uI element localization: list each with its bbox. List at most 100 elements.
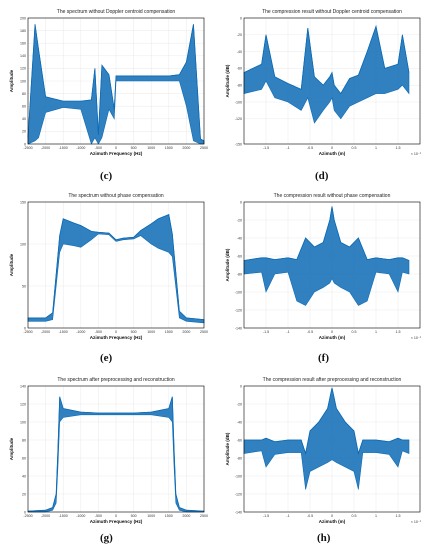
caption-c: (c) — [100, 170, 113, 182]
y-tick-label: -150 — [235, 142, 242, 146]
y-axis-label: Amplitude — [9, 437, 14, 460]
y-tick-label: 20 — [22, 492, 26, 496]
chart-c: The spectrum without Doppler centroid co… — [9, 9, 208, 156]
y-tick-label: -80 — [237, 272, 242, 276]
x-tick-label: -1500 — [59, 330, 68, 334]
plot-frame — [243, 385, 421, 513]
x-axis-label: Azimuth Frequency (Hz) — [90, 519, 143, 524]
chart-title: The compression result after preprocessi… — [263, 377, 402, 383]
x-tick-label: 0 — [115, 146, 117, 150]
y-tick-label: 60 — [22, 456, 26, 460]
series-line — [27, 396, 205, 512]
x-tick-label: 500 — [131, 514, 137, 518]
x-tick-label: 1.5 — [396, 514, 401, 518]
x-tick-label: 0 — [115, 330, 117, 334]
x-tick-label: 2500 — [200, 146, 208, 150]
x-tick-label: 0 — [331, 514, 333, 518]
y-tick-label: -120 — [235, 308, 242, 312]
y-axis-label: Amplitude (dB) — [225, 248, 230, 281]
x-axis-exponent: × 10⁻¹ — [411, 152, 422, 156]
series-line — [244, 387, 409, 456]
series-envelope — [243, 25, 410, 124]
chart-title: The spectrum without Doppler centroid co… — [57, 9, 176, 15]
x-tick-label: -0.5 — [307, 330, 313, 334]
panel-g: The spectrum after preprocessing and rec… — [4, 374, 214, 524]
chart-d: The compression result without Doppler c… — [225, 9, 422, 156]
x-tick-label: 0.5 — [352, 330, 357, 334]
x-tick-label: -2500 — [23, 330, 32, 334]
x-tick-label: 1500 — [165, 330, 173, 334]
x-axis-label: Azimuth Frequency (Hz) — [90, 151, 143, 156]
x-axis-label: Azimuth (m) — [319, 519, 346, 524]
x-tick-label: -1 — [286, 330, 289, 334]
x-tick-label: -1000 — [76, 146, 85, 150]
y-tick-label: -100 — [235, 474, 242, 478]
x-tick-label: -2000 — [41, 514, 50, 518]
y-tick-label: 140 — [20, 384, 26, 388]
y-tick-label: 0 — [240, 200, 242, 204]
x-tick-label: -1 — [286, 146, 289, 150]
x-axis-label: Azimuth Frequency (Hz) — [90, 335, 143, 340]
y-tick-label: 150 — [20, 200, 26, 204]
x-tick-label: -0.5 — [307, 146, 313, 150]
y-tick-label: 100 — [20, 79, 26, 83]
y-tick-label: -20 — [237, 218, 242, 222]
x-tick-label: -0.5 — [307, 514, 313, 518]
y-tick-label: 40 — [22, 474, 26, 478]
x-tick-label: 2000 — [182, 146, 190, 150]
panel-d: The compression result without Doppler c… — [220, 6, 430, 156]
y-tick-label: 0 — [24, 326, 26, 330]
y-tick-label: 0 — [240, 16, 242, 20]
x-tick-label: -1000 — [76, 514, 85, 518]
x-tick-label: 2000 — [182, 330, 190, 334]
y-tick-label: 140 — [20, 54, 26, 58]
x-tick-label: 1.5 — [396, 146, 401, 150]
y-tick-label: -20 — [237, 33, 242, 37]
chart-e: The spectrum without phase compensation -… — [9, 193, 208, 340]
chart-title: The compression result without phase com… — [274, 193, 391, 199]
plot-frame — [27, 201, 205, 329]
y-tick-label: -20 — [237, 402, 242, 406]
y-tick-label: -120 — [235, 117, 242, 121]
y-tick-label: -40 — [237, 50, 242, 54]
caption-g: (g) — [100, 532, 113, 544]
x-tick-label: 1.5 — [396, 330, 401, 334]
x-axis-exponent: × 10⁻¹ — [411, 336, 422, 340]
y-tick-label: -60 — [237, 254, 242, 258]
x-tick-label: -1500 — [59, 146, 68, 150]
x-tick-label: 1000 — [147, 514, 155, 518]
series-envelope — [243, 387, 410, 490]
x-tick-label: 2000 — [182, 514, 190, 518]
plot-frame — [27, 17, 205, 145]
series-line — [27, 24, 205, 142]
x-tick-label: 2500 — [200, 514, 208, 518]
y-tick-label: -80 — [237, 84, 242, 88]
y-tick-label: 100 — [20, 420, 26, 424]
y-tick-label: -80 — [237, 456, 242, 460]
x-tick-label: 2500 — [200, 330, 208, 334]
y-tick-label: -100 — [235, 100, 242, 104]
chart-title: The spectrum after preprocessing and rec… — [57, 377, 174, 383]
x-tick-label: -1500 — [59, 514, 68, 518]
x-tick-label: 0 — [331, 146, 333, 150]
x-tick-label: 500 — [131, 330, 137, 334]
x-tick-label: -1.5 — [263, 514, 269, 518]
y-tick-label: 60 — [22, 105, 26, 109]
caption-d: (d) — [315, 170, 329, 182]
chart-f: The compression result without phase com… — [225, 193, 422, 340]
x-tick-label: 1000 — [147, 146, 155, 150]
x-tick-label: 1 — [375, 330, 377, 334]
plot-frame — [243, 201, 421, 329]
panel-e: The spectrum without phase compensation -… — [4, 190, 214, 340]
caption-h: (h) — [317, 532, 331, 544]
y-tick-label: 50 — [22, 284, 26, 288]
x-tick-label: -2000 — [41, 146, 50, 150]
panel-f: The compression result without phase com… — [220, 190, 430, 340]
x-axis-exponent: × 10⁻¹ — [411, 520, 422, 524]
y-tick-label: 180 — [20, 29, 26, 33]
y-axis-label: Amplitude (dB) — [225, 432, 230, 465]
x-tick-label: -1.5 — [263, 146, 269, 150]
panel-h: The compression result after preprocessi… — [220, 374, 430, 524]
chart-g: The spectrum after preprocessing and rec… — [9, 377, 208, 524]
y-tick-label: 0 — [24, 142, 26, 146]
